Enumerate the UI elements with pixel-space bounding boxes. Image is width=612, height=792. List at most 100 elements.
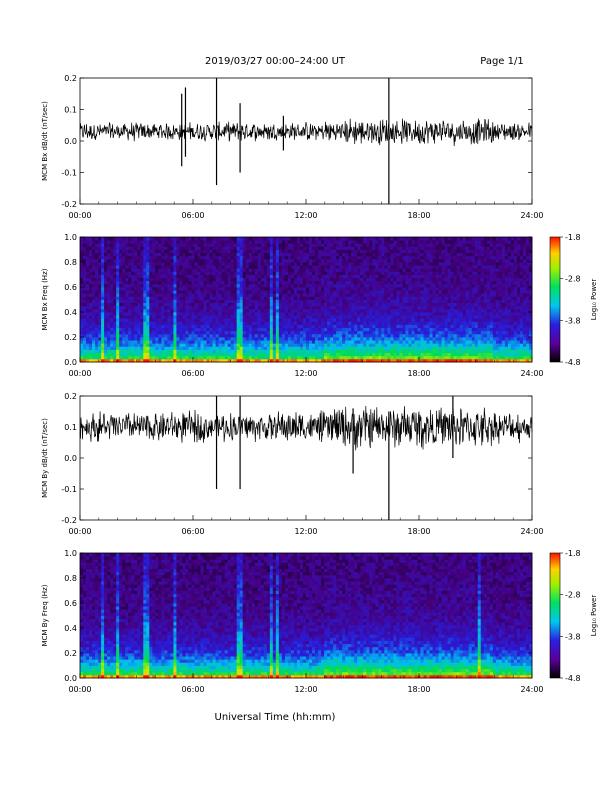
heatmap-cell	[200, 346, 204, 350]
heatmap-cell	[293, 287, 298, 291]
heatmap-cell	[296, 305, 301, 310]
heatmap-cell	[185, 302, 189, 307]
heatmap-cell	[101, 315, 105, 319]
heatmap-cell	[116, 346, 120, 350]
heatmap-cell	[302, 252, 307, 257]
heatmap-cell	[257, 237, 262, 241]
heatmap-cell	[257, 271, 262, 275]
heatmap-cell	[101, 302, 105, 307]
heatmap-cell	[233, 315, 238, 319]
heatmap-cell	[206, 293, 210, 297]
heatmap-cell	[89, 349, 93, 354]
heatmap-cell	[167, 290, 171, 294]
heatmap-cell	[251, 343, 256, 347]
heatmap-cell	[369, 265, 373, 269]
heatmap-cell	[426, 349, 430, 354]
heatmap-cell	[444, 346, 449, 350]
heatmap-cell	[80, 358, 84, 363]
heatmap-cell	[321, 358, 325, 363]
heatmap-cell	[164, 246, 168, 250]
heatmap-cell	[345, 290, 349, 294]
heatmap-cell	[309, 321, 313, 325]
heatmap-cell	[447, 246, 452, 250]
heatmap-cell	[293, 333, 298, 338]
heatmap-cell	[345, 330, 349, 335]
heatmap-cell	[191, 349, 195, 354]
heatmap-cell	[158, 237, 162, 241]
heatmap-cell	[363, 293, 367, 297]
heatmap-cell	[242, 246, 247, 250]
heatmap-cell	[248, 290, 253, 294]
heatmap-cell	[257, 299, 262, 304]
heatmap-cell	[86, 240, 90, 244]
heatmap-cell	[269, 321, 274, 325]
heatmap-cell	[221, 299, 226, 304]
heatmap-cell	[417, 283, 421, 288]
heatmap-cell	[170, 240, 174, 244]
heatmap-cell	[110, 318, 114, 322]
heatmap-cell	[140, 237, 144, 241]
heatmap-cell	[450, 340, 455, 344]
heatmap-cell	[197, 315, 201, 319]
heatmap-cell	[384, 237, 388, 241]
heatmap-cell	[284, 280, 289, 285]
heatmap-cell	[125, 240, 129, 244]
heatmap-cell	[260, 349, 265, 354]
heatmap-cell	[173, 255, 177, 260]
heatmap-cell	[432, 262, 436, 266]
heatmap-cell	[420, 249, 424, 254]
heatmap-cell	[215, 243, 220, 247]
heatmap-cell	[140, 265, 144, 269]
heatmap-cell	[420, 321, 424, 325]
heatmap-cell	[188, 240, 192, 244]
heatmap-cell	[396, 352, 400, 357]
heatmap-cell	[212, 287, 216, 291]
heatmap-cell	[444, 327, 449, 332]
heatmap-cell	[324, 312, 328, 316]
heatmap-cell	[345, 296, 349, 300]
heatmap-cell	[324, 280, 328, 285]
heatmap-cell	[254, 290, 259, 294]
heatmap-cell	[426, 315, 430, 319]
heatmap-cell	[257, 274, 262, 279]
heatmap-cell	[327, 249, 331, 254]
heatmap-cell	[122, 327, 126, 332]
heatmap-cell	[203, 243, 207, 247]
heatmap-cell	[281, 302, 286, 307]
heatmap-cell	[381, 308, 385, 313]
heatmap-cell	[321, 243, 325, 247]
heatmap-cell	[263, 327, 268, 332]
heatmap-cell	[333, 337, 337, 341]
heatmap-cell	[125, 355, 129, 360]
heatmap-cell	[197, 265, 201, 269]
heatmap-cell	[155, 333, 159, 338]
heatmap-cell	[161, 358, 165, 363]
heatmap-cell	[275, 240, 280, 244]
heatmap-cell	[80, 346, 84, 350]
heatmap-cell	[191, 333, 195, 338]
heatmap-cell	[408, 324, 412, 329]
heatmap-cell	[420, 287, 424, 291]
heatmap-cell	[339, 271, 343, 275]
heatmap-cell	[98, 258, 102, 263]
heatmap-cell	[348, 308, 352, 313]
heatmap-cell	[384, 271, 388, 275]
heatmap-cell	[345, 277, 349, 282]
heatmap-cell	[272, 324, 277, 329]
heatmap-cell	[278, 305, 283, 310]
heatmap-cell	[281, 240, 286, 244]
heatmap-cell	[143, 318, 147, 322]
heatmap-cell	[119, 262, 123, 266]
heatmap-cell	[173, 302, 177, 307]
heatmap-cell	[104, 258, 108, 263]
heatmap-cell	[345, 324, 349, 329]
heatmap-cell	[263, 330, 268, 335]
heatmap-cell	[444, 293, 449, 297]
y-tick-label: -0.1	[61, 169, 77, 178]
heatmap-cell	[263, 274, 268, 279]
heatmap-cell	[188, 333, 192, 338]
heatmap-cell	[429, 252, 433, 257]
heatmap-cell	[119, 358, 123, 363]
heatmap-cell	[161, 343, 165, 347]
heatmap-cell	[125, 346, 129, 350]
